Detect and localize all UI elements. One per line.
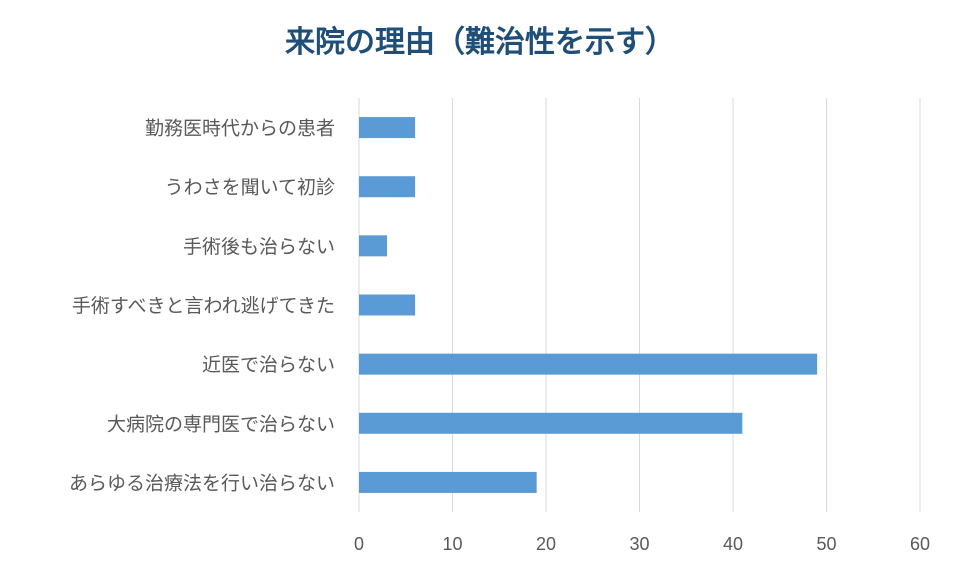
x-tick-label: 20 xyxy=(536,534,556,554)
category-label: 大病院の専門医で治らない xyxy=(107,413,335,435)
category-label: 勤務医時代からの患者 xyxy=(145,118,335,140)
category-label: 手術すべきと言われ逃げてきた xyxy=(72,295,335,317)
bar xyxy=(359,353,818,375)
category-label: あらゆる治療法を行い治らない xyxy=(69,472,335,494)
x-tick-label: 30 xyxy=(629,534,649,554)
bar xyxy=(359,176,416,198)
x-tick-label: 50 xyxy=(816,534,836,554)
x-tick-labels: 0 10 20 30 40 50 60 xyxy=(354,534,930,554)
x-tick-label: 0 xyxy=(354,534,364,554)
category-label: 近医で治らない xyxy=(202,354,335,376)
category-label: うわさを聞いて初診 xyxy=(165,177,335,199)
bar xyxy=(359,117,416,139)
category-labels: 勤務医時代からの患者うわさを聞いて初診手術後も治らない手術すべきと言われ逃げてき… xyxy=(69,118,335,495)
chart-title: 来院の理由（難治性を示す） xyxy=(285,25,675,60)
gridlines xyxy=(358,98,921,512)
x-tick-label: 60 xyxy=(910,534,930,554)
x-tick-label: 40 xyxy=(723,534,743,554)
bar xyxy=(359,294,416,316)
category-label: 手術後も治らない xyxy=(183,236,335,258)
bar xyxy=(359,471,537,493)
bar xyxy=(359,412,743,434)
x-tick-label: 10 xyxy=(442,534,462,554)
bar xyxy=(359,235,388,257)
bars xyxy=(359,117,818,493)
